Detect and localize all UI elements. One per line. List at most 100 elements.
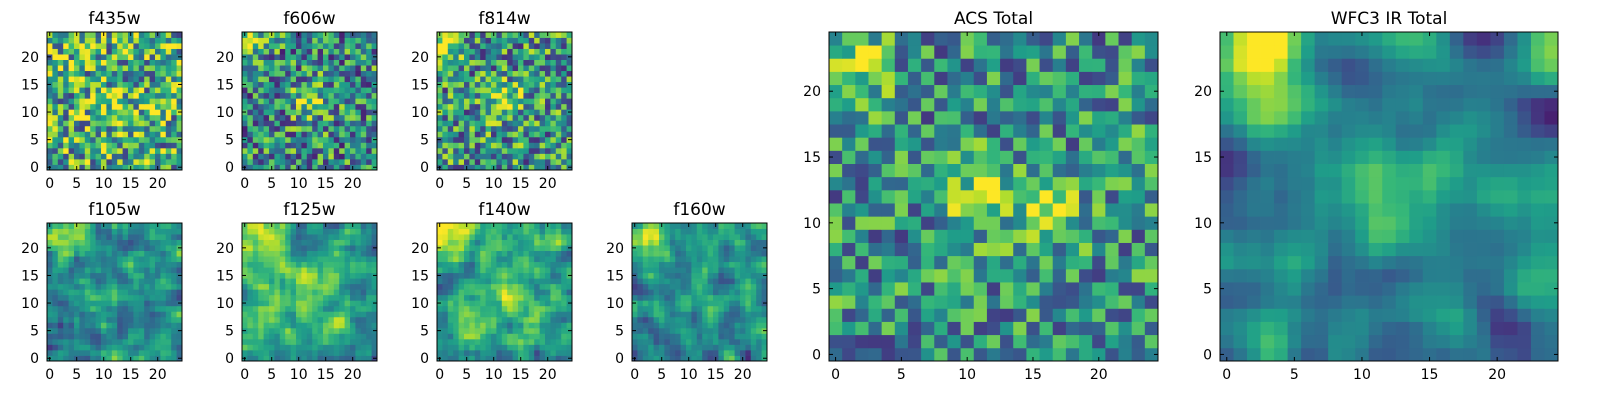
heatmap-cell (63, 234, 69, 240)
heatmap-cell (155, 245, 161, 251)
heatmap-cell (155, 239, 161, 246)
heatmap-cell (160, 223, 167, 229)
heatmap-cell (117, 289, 123, 296)
heatmap-cell (79, 76, 86, 83)
heatmap-cell (464, 158, 470, 165)
heatmap-cell (252, 355, 259, 362)
heatmap-cell (290, 322, 297, 329)
heatmap-cell (1105, 203, 1119, 217)
heatmap-cell (464, 103, 470, 110)
heatmap-cell (1118, 255, 1133, 270)
heatmap-cell (350, 256, 356, 263)
heatmap-cell (312, 70, 318, 77)
heatmap-cell (561, 98, 567, 105)
heatmap-cell (756, 327, 762, 334)
heatmap-cell (176, 333, 183, 340)
heatmap-cell (718, 344, 725, 351)
heatmap-cell (306, 87, 313, 94)
heatmap-cell (160, 43, 167, 49)
heatmap-cell (366, 239, 372, 246)
heatmap-cell (881, 189, 896, 204)
heatmap-cell (1118, 347, 1133, 362)
heatmap-cell (829, 216, 843, 230)
heatmap-cell (263, 70, 270, 77)
heatmap-cell (934, 282, 948, 296)
heatmap-cell (366, 54, 372, 60)
heatmap-cell (306, 48, 313, 55)
heatmap-cell (734, 349, 741, 356)
heatmap-cell (128, 311, 134, 318)
heatmap-cell (52, 103, 59, 110)
heatmap-cell (632, 261, 638, 268)
heatmap-cell (1013, 295, 1027, 309)
heatmap-cell (539, 344, 546, 351)
heatmap-cell (274, 239, 281, 246)
heatmap-cell (247, 267, 254, 274)
heatmap-cell (95, 158, 102, 165)
heatmap-cell (296, 54, 302, 60)
heatmap-cell (333, 322, 340, 329)
heatmap-cell (160, 48, 167, 55)
heatmap-cell (269, 234, 275, 240)
heatmap-cell (328, 327, 335, 334)
heatmap-cell (1026, 321, 1040, 336)
heatmap-cell (507, 250, 513, 257)
heatmap-cell (144, 300, 150, 307)
heatmap-cell (296, 349, 302, 356)
heatmap-cell (648, 223, 654, 229)
heatmap-cell (242, 158, 248, 165)
heatmap-cell (458, 32, 465, 38)
heatmap-cell (333, 355, 340, 362)
heatmap-cell (973, 163, 988, 178)
heatmap-cell (106, 250, 113, 257)
heatmap-cell (458, 239, 465, 246)
heatmap-cell (165, 92, 172, 99)
heatmap-cell (664, 278, 671, 285)
heatmap-cell (934, 229, 948, 243)
heatmap-cell (696, 283, 703, 290)
heatmap-cell (469, 158, 476, 165)
heatmap-cell (686, 349, 692, 356)
heatmap-cell (561, 256, 567, 263)
heatmap-cell (469, 65, 476, 72)
heatmap-cell (306, 131, 313, 138)
heatmap-cell (566, 103, 573, 110)
heatmap-cell (485, 98, 492, 105)
heatmap-cell (317, 125, 324, 132)
heatmap-cell (301, 289, 308, 296)
heatmap-cell (344, 81, 351, 88)
x-tick-label: 10 (95, 176, 113, 192)
heatmap-cell (133, 250, 140, 257)
heatmap-cell (149, 37, 156, 44)
heatmap-cell (491, 43, 497, 49)
heatmap-cell (745, 239, 752, 246)
heatmap-cell (355, 322, 362, 329)
heatmap-cell (312, 158, 318, 165)
heatmap-cell (447, 223, 454, 229)
heatmap-cell (1118, 163, 1133, 178)
heatmap-cell (729, 355, 735, 362)
heatmap-cell (442, 256, 449, 263)
heatmap-cell (360, 109, 367, 116)
heatmap-cell (453, 114, 459, 121)
heatmap-cell (117, 147, 123, 154)
heatmap-cell (485, 142, 492, 149)
heatmap-cell (921, 347, 935, 362)
heatmap-cell (453, 131, 459, 138)
heatmap-cell (258, 92, 264, 99)
heatmap-cell (496, 239, 503, 246)
heatmap-cell (144, 267, 150, 274)
heatmap-cell (491, 349, 497, 356)
heatmap-cell (960, 229, 975, 243)
heatmap-cell (632, 349, 638, 356)
heatmap-cell (290, 43, 297, 49)
heatmap-cell (642, 355, 649, 362)
heatmap-cell (947, 229, 961, 243)
heatmap-cell (144, 228, 150, 235)
heatmap-cell (371, 87, 378, 94)
heatmap-cell (518, 131, 524, 138)
heatmap-cell (171, 355, 177, 362)
heatmap-cell (290, 120, 297, 127)
heatmap-cell (550, 147, 557, 154)
